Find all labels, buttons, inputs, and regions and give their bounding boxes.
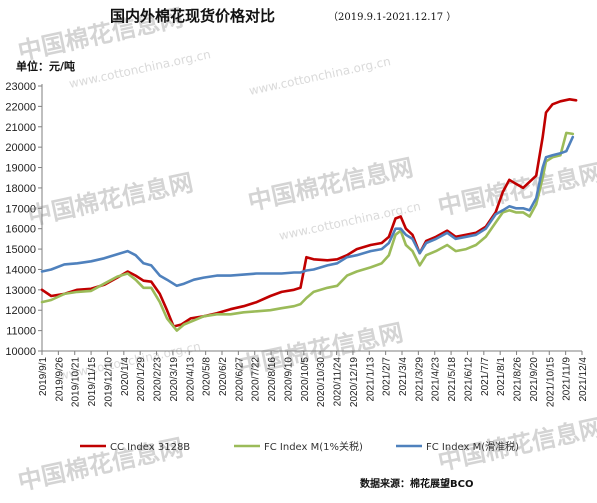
x-tick-label: 2021/8/1 [496, 357, 507, 396]
y-tick-label: 15000 [5, 244, 36, 256]
data-source: 数据来源：棉花展望BCO [360, 477, 473, 490]
chart-subtitle: （2019.9.1-2021.12.17 ） [328, 11, 456, 23]
x-tick-label: 2019/9/26 [54, 357, 65, 402]
watermark-url: www.cottonchina.org.cn [68, 47, 212, 91]
x-tick-label: 2021/4/23 [431, 357, 442, 402]
x-tick-label: 2019/9/1 [38, 357, 49, 396]
x-tick-label: 2020/7/22 [251, 357, 262, 402]
x-tick-label: 2019/11/15 [87, 357, 98, 407]
y-tick-label: 21000 [5, 122, 36, 134]
x-tick-label: 2021/3/4 [398, 357, 409, 396]
y-tick-label: 22000 [5, 101, 36, 113]
y-tick-label: 14000 [5, 264, 36, 276]
y-tick-label: 20000 [5, 142, 36, 154]
x-tick-label: 2020/3/19 [169, 357, 180, 402]
x-tick-label: 2020/1/29 [136, 357, 147, 402]
x-tick-label: 2020/1/4 [120, 357, 131, 396]
x-tick-label: 2021/11/9 [562, 357, 573, 401]
series-line-3 [40, 135, 575, 288]
watermark-tile: www.cottonchina.org.cn [68, 47, 212, 91]
y-tick-label: 18000 [5, 183, 36, 195]
series-lines [40, 98, 578, 332]
x-tick-label: 2020/2/23 [153, 357, 164, 402]
watermark: 中国棉花信息网 www.cottonchina.org.cn www.cotto… [15, 4, 597, 496]
legend-label: CC Index 3128B [110, 442, 190, 453]
y-tick-label: 17000 [5, 203, 36, 215]
y-tick-label: 19000 [5, 163, 36, 175]
unit-label: 单位：元/吨 [16, 59, 75, 73]
x-tick-label: 2021/10/15 [545, 357, 556, 407]
x-tick-label: 2021/12/4 [578, 357, 589, 402]
legend-label: FC Index M(1%关税) [264, 440, 363, 453]
x-tick-label: 2020/6/27 [234, 357, 245, 402]
x-tick-label: 2020/10/30 [316, 357, 327, 407]
x-tick-label: 2020/5/8 [202, 357, 213, 396]
legend: CC Index 3128B FC Index M(1%关税) FC Index M… [80, 440, 519, 453]
watermark-brand: 中国棉花信息网 [25, 169, 195, 231]
y-tick-label: 13000 [5, 285, 36, 297]
y-tick-label: 12000 [5, 305, 36, 317]
x-tick-label: 2020/6/2 [218, 357, 229, 396]
legend-label: FC Index M(滑准税) [426, 440, 519, 453]
x-tick-label: 2021/8/26 [513, 357, 524, 402]
x-tick-label: 2021/3/29 [414, 357, 425, 402]
x-tick-label: 2020/11/24 [333, 357, 344, 407]
chart-title: 国内外棉花现货价格对比 [110, 7, 275, 25]
x-tick-label: 2021/1/13 [365, 357, 376, 402]
x-tick-label: 2020/8/16 [267, 357, 278, 402]
series-line-2 [40, 131, 575, 332]
x-tick-label: 2020/9/10 [283, 357, 294, 402]
y-tick-label: 23000 [5, 81, 36, 93]
watermark-tile: 中国棉花信息网 [25, 169, 195, 231]
x-tick-label: 2021/2/7 [382, 357, 393, 396]
x-tick-label: 2021/7/7 [480, 357, 491, 396]
watermark-tile: www.cottonchina.org.cn [278, 199, 422, 243]
watermark-tile: www.cottonchina.org.cn [248, 54, 392, 98]
x-tick-label: 2021/5/18 [447, 357, 458, 402]
x-tick-label: 2020/4/13 [185, 357, 196, 402]
x-tick-label: 2021/6/12 [463, 357, 474, 402]
series-line-1 [40, 98, 578, 328]
y-tick-label: 11000 [6, 326, 36, 338]
watermark-url: www.cottonchina.org.cn [278, 199, 422, 243]
x-tick-label: 2021/9/20 [529, 357, 540, 402]
watermark-url: www.cottonchina.org.cn [248, 54, 392, 98]
x-tick-label: 2019/10/21 [71, 357, 82, 407]
axes: 10000 11000 12000 13000 14000 15000 16000 17000… [5, 81, 589, 407]
x-tick-label: 2020/10/5 [300, 357, 311, 402]
y-tick-label: 10000 [5, 346, 36, 358]
y-tick-label: 16000 [5, 224, 36, 236]
x-tick-label: 2020/12/19 [349, 357, 360, 407]
x-tick-label: 2019/12/10 [103, 357, 114, 407]
